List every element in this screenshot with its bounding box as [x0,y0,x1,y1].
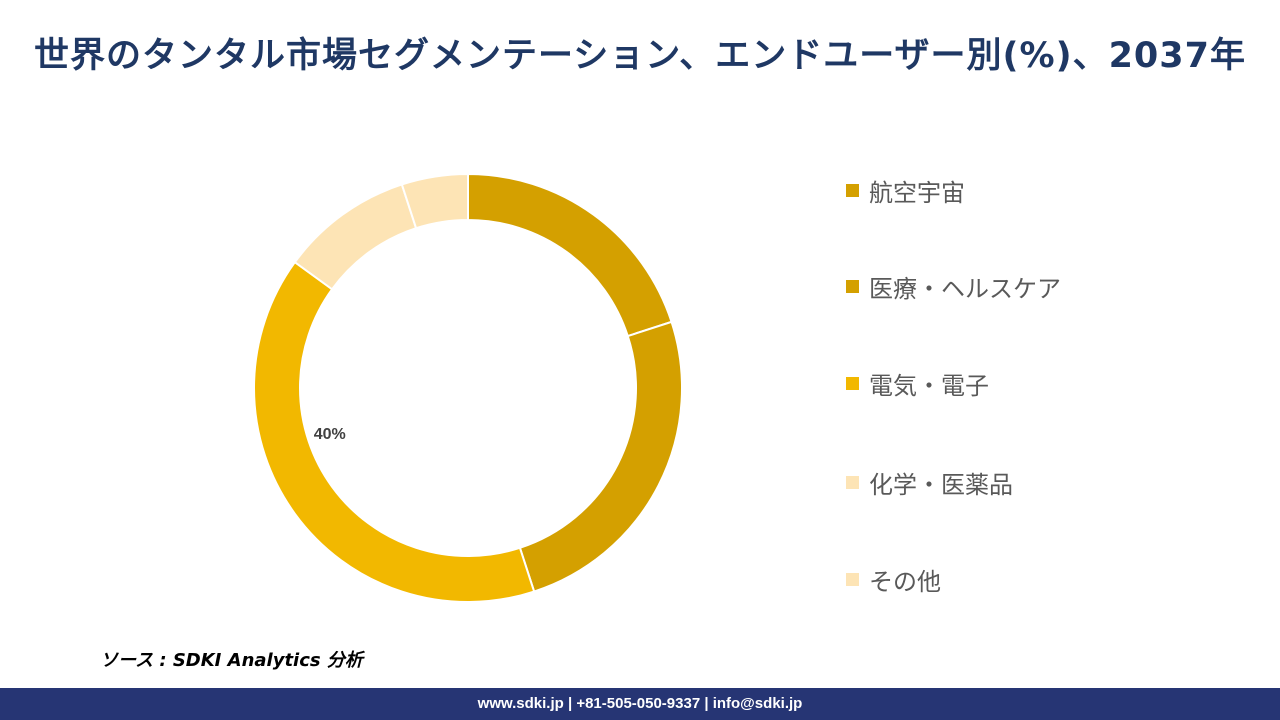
donut-slice-3 [293,183,418,291]
legend-label-aerospace: 航空宇宙 [869,178,965,207]
legend-label-medical: 医療・ヘルスケア [869,274,1061,303]
legend-swatch-chemical [846,475,859,489]
legend-item-aerospace: 航空宇宙 [846,172,965,208]
legend-item-medical: 医療・ヘルスケア [846,268,1061,304]
donut-chart: 40% [253,172,683,603]
donut-slice-0 [467,172,673,338]
legend-item-chemical: 化学・医薬品 [846,464,1013,500]
legend-item-electronics: 電気・電子 [846,365,989,401]
source-note: ソース : SDKI Analytics 分析 [100,650,363,671]
donut-slice-1 [518,320,683,593]
legend-swatch-aerospace [846,183,859,197]
legend-item-other: その他 [846,561,941,597]
slice-data-label-2: 40% [314,426,346,443]
legend-label-chemical: 化学・医薬品 [869,470,1013,499]
legend-label-other: その他 [869,567,941,596]
legend-swatch-electronics [846,376,859,390]
legend-swatch-other [846,572,859,586]
legend-swatch-medical [846,279,859,293]
legend-label-electronics: 電気・電子 [869,371,989,400]
chart-title: 世界のタンタル市場セグメンテーション、エンドユーザー別(%)、2037年 [34,36,1246,76]
donut-slice-4 [400,172,469,230]
footer-contact-bar: www.sdki.jp | +81-505-050-9337 | info@sd… [0,688,1280,720]
donut-slice-2 [253,260,536,603]
